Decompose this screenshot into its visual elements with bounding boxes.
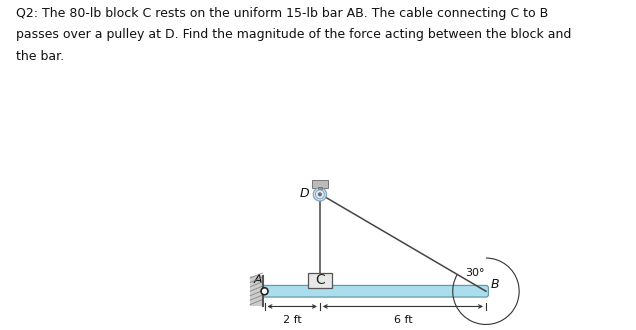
Circle shape bbox=[261, 288, 268, 295]
Text: 2 ft: 2 ft bbox=[283, 315, 301, 325]
Text: C: C bbox=[315, 273, 325, 287]
Text: B: B bbox=[491, 278, 499, 291]
Text: A: A bbox=[254, 273, 262, 285]
Circle shape bbox=[319, 194, 321, 195]
FancyBboxPatch shape bbox=[262, 285, 488, 297]
Circle shape bbox=[315, 190, 324, 199]
Bar bbox=[312, 180, 328, 188]
Text: Q2: The 80-lb block C rests on the uniform 15-lb bar AB. The cable connecting C : Q2: The 80-lb block C rests on the unifo… bbox=[16, 7, 571, 63]
Text: 30°: 30° bbox=[466, 268, 485, 278]
Circle shape bbox=[263, 289, 266, 293]
Text: 6 ft: 6 ft bbox=[394, 315, 412, 325]
Text: D: D bbox=[300, 187, 309, 200]
Bar bbox=[250, 276, 263, 307]
Bar bbox=[308, 273, 331, 288]
Circle shape bbox=[318, 193, 322, 196]
Circle shape bbox=[314, 188, 326, 201]
Bar bbox=[318, 187, 322, 189]
